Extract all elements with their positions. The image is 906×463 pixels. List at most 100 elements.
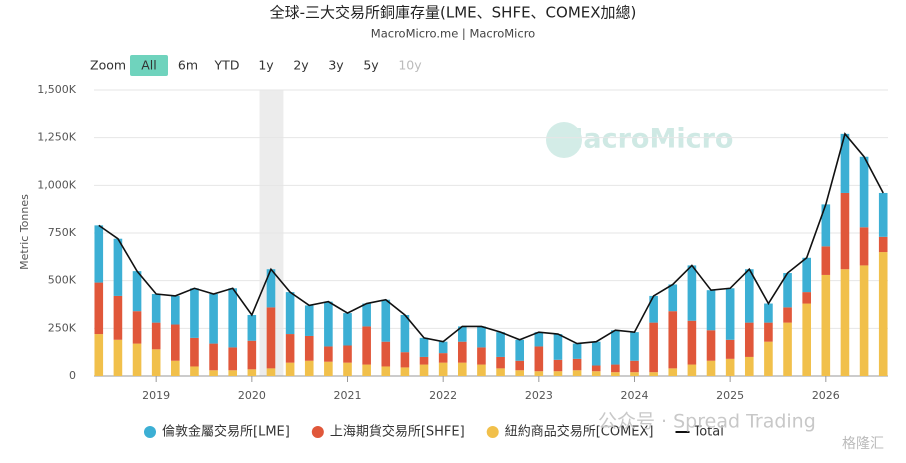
y-tick-label: 750K (48, 226, 77, 239)
x-tick-label: 2026 (812, 389, 840, 402)
bar-segment (840, 192, 850, 270)
bar-segment (687, 320, 697, 365)
range-button[interactable]: 1y (258, 58, 274, 73)
bar-segment (783, 273, 792, 308)
bar-segment (802, 292, 811, 304)
bar-segment (247, 314, 257, 341)
bar-segment (859, 265, 869, 376)
bar-segment (783, 307, 792, 323)
bar-segment (94, 225, 104, 283)
bar-segment (343, 313, 352, 346)
bar-segment (324, 301, 333, 347)
bar-segment (591, 341, 601, 366)
legend-label[interactable]: 上海期貨交易所[SHFE] (330, 424, 465, 440)
bar-segment (304, 335, 314, 361)
bar-segment (668, 368, 678, 376)
bar-segment (419, 337, 429, 357)
overlay-text: 公众号 · Spread Trading (598, 411, 816, 433)
bar-segment (802, 257, 811, 293)
bar-segment (611, 330, 620, 365)
bar-segment (821, 246, 831, 275)
bar-segment (515, 370, 525, 376)
bar-segment (228, 288, 238, 348)
bar-segment (630, 360, 639, 373)
bar-segment (113, 339, 123, 376)
bar-segment (228, 347, 238, 371)
legend-label[interactable]: 倫敦金屬交易所[LME] (162, 424, 290, 440)
range-button[interactable]: 2y (293, 58, 309, 73)
range-button[interactable]: 10y (398, 58, 422, 73)
bar-segment (649, 322, 658, 373)
overlay-text: 格隆汇 (842, 436, 884, 452)
bar-segment (457, 341, 467, 363)
legend-label[interactable]: Total (693, 425, 724, 440)
bar-segment (878, 192, 888, 237)
bar-segment (859, 156, 869, 228)
range-button[interactable]: 6m (178, 58, 198, 73)
bar-segment (802, 303, 811, 376)
x-tick-label: 2024 (620, 389, 648, 402)
bar-segment (94, 282, 104, 335)
x-tick-label: 2025 (716, 389, 744, 402)
bar-segment (744, 322, 754, 357)
bar-segment (687, 364, 697, 376)
bar-segment (687, 265, 697, 321)
legend-label[interactable]: 紐約商品交易所[COMEX] (505, 424, 654, 440)
bar-segment (113, 238, 123, 296)
bar-segment (151, 322, 161, 350)
bar-segment (362, 364, 371, 376)
watermark: MacroMicro (557, 124, 734, 155)
bar-segment (209, 294, 218, 344)
bar-segment (209, 370, 218, 376)
range-button[interactable]: YTD (214, 58, 240, 73)
range-button[interactable]: All (141, 58, 157, 73)
bar-segment (438, 353, 448, 363)
bar-segment (840, 133, 850, 193)
bar-segment (630, 332, 639, 361)
bar-segment (190, 366, 199, 376)
bar-segment (151, 349, 161, 376)
bar-segment (630, 372, 639, 376)
bar-segment (515, 339, 525, 361)
bar-segment (572, 358, 582, 371)
bar-segment (534, 371, 544, 376)
legend-swatch (311, 426, 324, 438)
zoom-label: Zoom (90, 58, 126, 73)
bar-segment (438, 362, 448, 376)
bar-segment (859, 227, 869, 266)
bar-segment (190, 337, 199, 367)
bar-segment (649, 372, 658, 376)
bar-segment (304, 360, 314, 376)
bar-segment (381, 299, 391, 342)
bar-segment (668, 311, 678, 369)
bar-segment (400, 352, 410, 368)
bar-segment (611, 372, 620, 376)
bar-segment (381, 341, 391, 367)
bar-segment (725, 358, 735, 376)
range-button[interactable]: 3y (328, 58, 344, 73)
watermark-logo (546, 122, 582, 158)
x-tick-label: 2021 (334, 389, 362, 402)
bar-segment (400, 314, 410, 353)
bar-segment (457, 326, 467, 342)
bar-segment (496, 356, 505, 369)
y-tick-label: 500K (48, 274, 77, 287)
bar-segment (649, 295, 658, 323)
bar-segment (764, 322, 773, 342)
bar-segment (553, 334, 563, 360)
bar-segment (457, 362, 467, 376)
bar-segment (171, 360, 180, 376)
bar-segment (477, 364, 486, 376)
bar-segment (266, 307, 276, 369)
bar-segment (477, 326, 486, 348)
bar-segment (553, 371, 563, 376)
legend-swatch (144, 426, 156, 438)
x-tick-label: 2019 (142, 389, 170, 402)
bar-segment (171, 324, 180, 361)
bar-segment (668, 284, 678, 312)
bar-segment (419, 364, 429, 376)
y-tick-label: 1,500K (37, 83, 76, 96)
bar-segment (94, 334, 104, 376)
range-button[interactable]: 5y (363, 58, 379, 73)
bar-segment (764, 303, 773, 323)
